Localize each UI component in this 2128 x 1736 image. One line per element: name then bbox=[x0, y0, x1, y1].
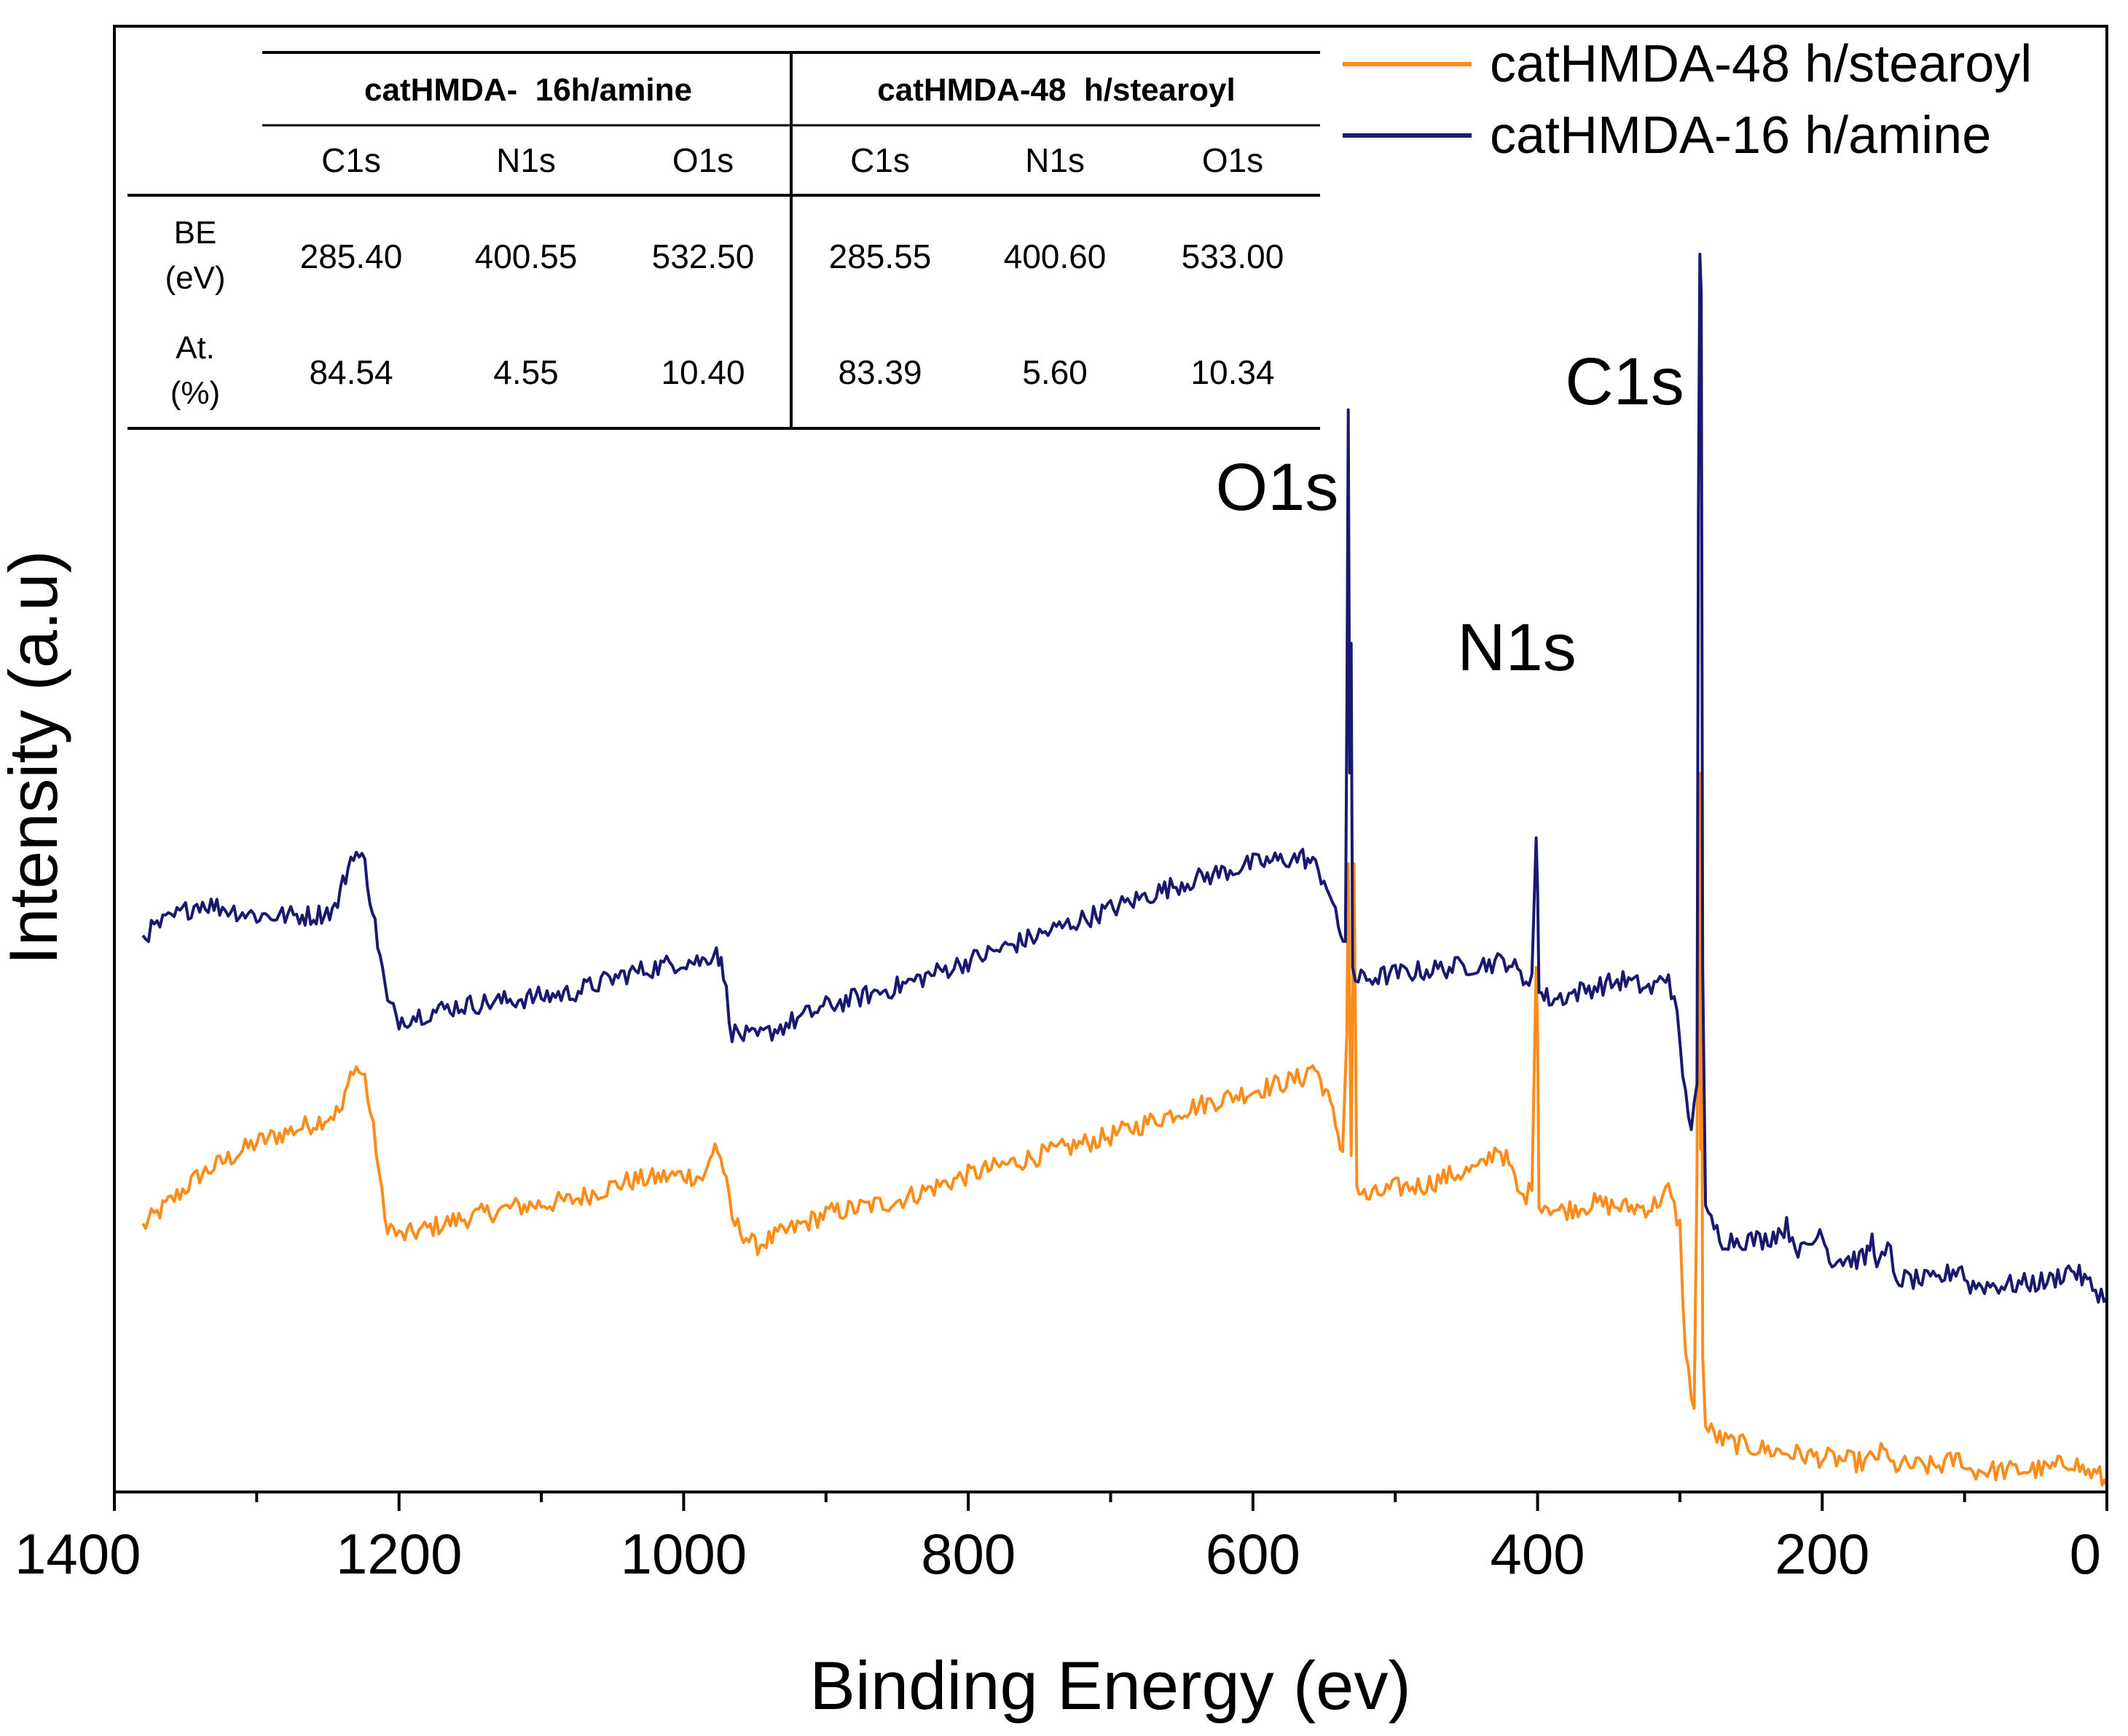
legend-label-amine: catHMDA-16 h/amine bbox=[1490, 106, 1991, 165]
peak-label-o1s: O1s bbox=[1216, 450, 1339, 525]
table-cell: 83.39 bbox=[838, 353, 922, 391]
table-cell: 10.34 bbox=[1190, 353, 1274, 391]
table-row-label: BE bbox=[174, 215, 217, 251]
table-subheader: C1s bbox=[321, 141, 381, 179]
legend: catHMDA-48 h/stearoyl catHMDA-16 h/amine bbox=[1343, 35, 2032, 165]
table-subheader: C1s bbox=[850, 141, 910, 179]
x-axis-ticks: 1400 1200 1000 800 600 400 200 0 bbox=[15, 1492, 2108, 1586]
table-subheader: O1s bbox=[1202, 141, 1263, 179]
table-cell: 532.50 bbox=[652, 237, 755, 275]
y-axis-title: Intensity (a.u) bbox=[0, 550, 71, 965]
series-layer bbox=[141, 253, 2108, 1487]
x-tick-label: 1400 bbox=[15, 1522, 141, 1586]
x-tick-label: 1200 bbox=[336, 1522, 463, 1586]
table-cell: 285.40 bbox=[300, 237, 403, 275]
series-line-stearoyl bbox=[141, 771, 2108, 1487]
table-subheader: O1s bbox=[672, 141, 734, 179]
legend-label-stearoyl: catHMDA-48 h/stearoyl bbox=[1490, 35, 2032, 93]
table-cell: 400.55 bbox=[475, 237, 578, 275]
x-tick-label: 600 bbox=[1206, 1522, 1300, 1586]
table-cell: 400.60 bbox=[1004, 237, 1107, 275]
table-group-header-stearoyl: catHMDA-48 h/stearoyl bbox=[877, 72, 1235, 108]
table-row-label: (%) bbox=[170, 375, 220, 411]
table-subheader: N1s bbox=[1025, 141, 1085, 179]
table-cell: 285.55 bbox=[829, 237, 932, 275]
table-cell: 84.54 bbox=[309, 353, 393, 391]
table-cell: 10.40 bbox=[661, 353, 745, 391]
table-row-label: (eV) bbox=[165, 260, 225, 296]
x-tick-label: 1000 bbox=[621, 1522, 747, 1586]
table-cell: 5.60 bbox=[1022, 353, 1088, 391]
table-cell: 533.00 bbox=[1182, 237, 1284, 275]
x-axis-title: Binding Energy (ev) bbox=[809, 1647, 1411, 1724]
peak-label-c1s: C1s bbox=[1565, 345, 1684, 419]
composition-table: catHMDA- 16h/amine catHMDA-48 h/stearoyl… bbox=[127, 51, 1320, 430]
peak-label-n1s: N1s bbox=[1457, 610, 1577, 685]
x-tick-label: 200 bbox=[1775, 1522, 1869, 1586]
table-cell: 4.55 bbox=[493, 353, 559, 391]
table-row-label: At. bbox=[176, 330, 215, 366]
table-group-header-amine: catHMDA- 16h/amine bbox=[364, 72, 692, 108]
x-tick-label: 800 bbox=[921, 1522, 1016, 1586]
x-tick-label: 400 bbox=[1491, 1522, 1585, 1586]
x-tick-label: 0 bbox=[2070, 1522, 2101, 1586]
table-subheader: N1s bbox=[496, 141, 556, 179]
series-line-amine bbox=[141, 253, 2108, 1304]
